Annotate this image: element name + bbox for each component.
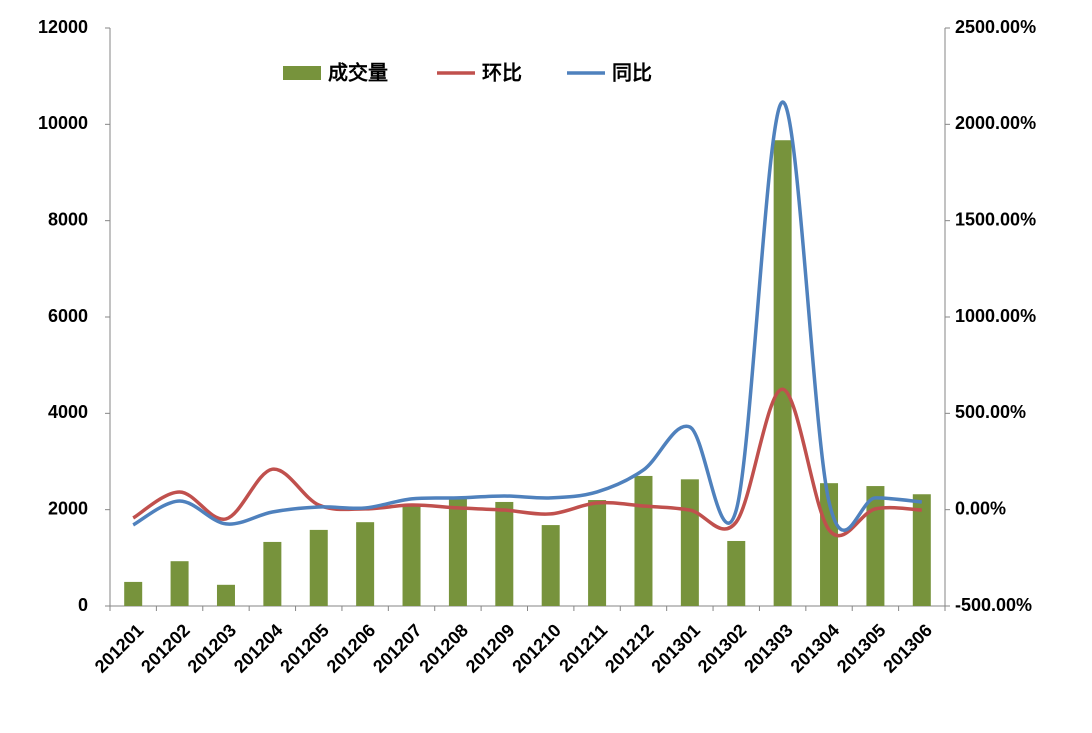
bar <box>124 581 143 606</box>
bar <box>216 584 235 606</box>
y-tick-label: 10000 <box>38 113 88 133</box>
line <box>132 100 922 532</box>
x-tick-label: 201208 <box>415 620 472 677</box>
x-tick-label: 201203 <box>184 620 241 677</box>
legend-label: 环比 <box>482 61 522 84</box>
bar <box>773 140 792 606</box>
bar <box>495 501 514 606</box>
x-tick-label: 201301 <box>647 620 704 677</box>
bar <box>727 540 746 606</box>
bar <box>263 541 282 606</box>
y2-tick-label: 1500.00% <box>955 209 1036 229</box>
x-tick-label: 201206 <box>323 620 380 677</box>
x-tick-label: 201201 <box>91 620 148 677</box>
x-tick-label: 201212 <box>601 620 658 677</box>
legend-label: 同比 <box>612 61 652 84</box>
x-tick-label: 201304 <box>787 620 844 677</box>
y2-tick-label: -500.00% <box>955 595 1032 615</box>
x-tick-label: 201204 <box>230 620 287 677</box>
x-tick-label: 201211 <box>555 620 611 676</box>
y2-tick-label: 500.00% <box>955 402 1026 422</box>
bar <box>680 479 699 606</box>
bar <box>634 475 653 606</box>
bar <box>588 500 607 606</box>
bar <box>402 504 421 606</box>
x-tick-label: 201302 <box>694 620 751 677</box>
x-tick-label: 201202 <box>137 620 194 677</box>
line <box>132 387 922 538</box>
y-tick-label: 8000 <box>48 209 88 229</box>
x-tick-label: 201210 <box>508 620 565 677</box>
x-tick-label: 201209 <box>462 620 519 677</box>
y-tick-label: 0 <box>78 595 88 615</box>
bar <box>866 486 885 606</box>
x-tick-label: 201305 <box>833 620 890 677</box>
y2-tick-label: 1000.00% <box>955 306 1036 326</box>
x-tick-label: 201306 <box>879 620 936 677</box>
bar <box>912 494 931 606</box>
y-tick-label: 12000 <box>38 17 88 37</box>
y-tick-label: 6000 <box>48 306 88 326</box>
y-tick-label: 2000 <box>48 498 88 518</box>
y2-tick-label: 2000.00% <box>955 113 1036 133</box>
bar <box>448 497 467 606</box>
bar <box>309 529 328 606</box>
bar <box>170 561 189 606</box>
y-tick-label: 4000 <box>48 402 88 422</box>
y2-tick-label: 2500.00% <box>955 17 1036 37</box>
y2-tick-label: 0.00% <box>955 498 1006 518</box>
legend-label: 成交量 <box>328 60 388 84</box>
x-tick-label: 201205 <box>276 620 333 677</box>
x-tick-label: 201303 <box>740 620 797 677</box>
bar <box>541 525 560 606</box>
bar <box>356 522 375 606</box>
x-tick-label: 201207 <box>369 620 426 677</box>
legend-swatch <box>283 66 321 80</box>
